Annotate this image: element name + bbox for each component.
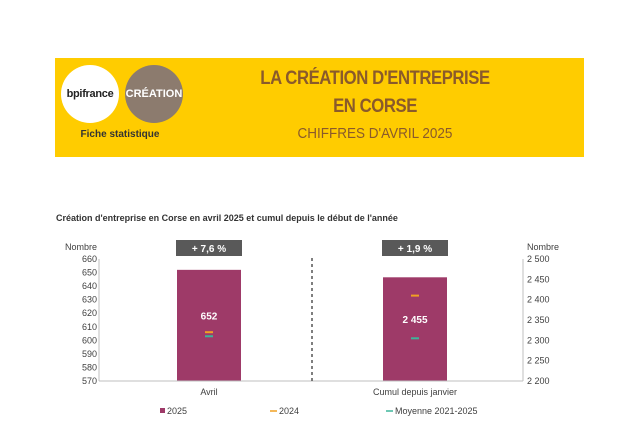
bar-2025 bbox=[177, 269, 241, 381]
change-badge-label: + 7,6 % bbox=[192, 244, 226, 255]
bar-value-label: 652 bbox=[201, 311, 218, 322]
bpifrance-logo: bpifrance bbox=[61, 65, 119, 123]
x-category-label: Avril bbox=[200, 387, 217, 397]
y-tick-label-left: 620 bbox=[82, 308, 97, 318]
y-tick-label-left: 600 bbox=[82, 335, 97, 345]
y-tick-label-right: 2 200 bbox=[527, 376, 550, 386]
fiche-label: Fiche statistique bbox=[80, 129, 160, 140]
legend-label: Moyenne 2021-2025 bbox=[395, 406, 478, 416]
y-tick-label-right: 2 400 bbox=[527, 295, 550, 305]
chart-title: Création d'entreprise en Corse en avril … bbox=[56, 213, 398, 223]
creation-logo: CRÉATION bbox=[125, 65, 183, 123]
y-tick-label-left: 610 bbox=[82, 322, 97, 332]
y-axis-label-right: Nombre bbox=[527, 242, 559, 252]
page-title-line1: LA CRÉATION D'ENTREPRISE bbox=[260, 68, 490, 89]
y-tick-label-right: 2 250 bbox=[527, 356, 550, 366]
change-badge-label: + 1,9 % bbox=[398, 244, 432, 255]
y-tick-label-right: 2 500 bbox=[527, 254, 550, 264]
y-tick-label-left: 580 bbox=[82, 362, 97, 372]
legend-label: 2025 bbox=[167, 406, 187, 416]
change-badge bbox=[176, 240, 242, 256]
page-subtitle: CHIFFRES D'AVRIL 2025 bbox=[297, 125, 453, 142]
y-tick-label-left: 570 bbox=[82, 376, 97, 386]
y-tick-label-right: 2 350 bbox=[527, 315, 550, 325]
change-badge bbox=[382, 240, 448, 256]
x-category-label: Cumul depuis janvier bbox=[373, 387, 457, 397]
y-axis-label-left: Nombre bbox=[65, 242, 97, 252]
legend-swatch bbox=[160, 408, 165, 413]
legend-label: 2024 bbox=[279, 406, 299, 416]
bar-2025 bbox=[383, 277, 447, 381]
y-tick-label-right: 2 300 bbox=[527, 335, 550, 345]
y-tick-label-left: 640 bbox=[82, 281, 97, 291]
y-tick-label-left: 590 bbox=[82, 349, 97, 359]
bar-value-label: 2 455 bbox=[402, 315, 427, 326]
y-tick-label-left: 630 bbox=[82, 295, 97, 305]
y-tick-label-left: 650 bbox=[82, 268, 97, 278]
header-banner: bpifrance CRÉATION Fiche statistique LA … bbox=[55, 58, 584, 157]
page-title-line2: EN CORSE bbox=[333, 96, 417, 117]
y-tick-label-left: 660 bbox=[82, 254, 97, 264]
y-tick-label-right: 2 450 bbox=[527, 274, 550, 284]
